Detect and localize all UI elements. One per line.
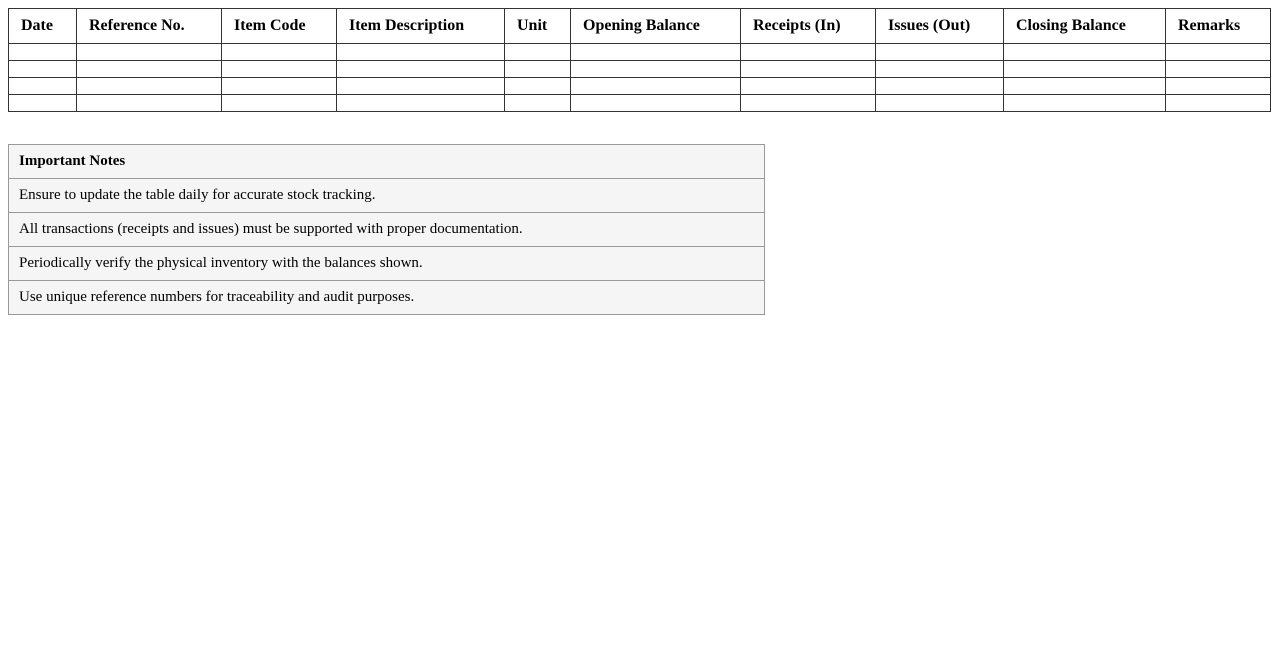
- table-cell[interactable]: [504, 60, 571, 78]
- table-cell[interactable]: [221, 77, 337, 95]
- table-cell[interactable]: [8, 77, 77, 95]
- header-remarks: Remarks: [1165, 8, 1271, 44]
- table-cell[interactable]: [570, 43, 741, 61]
- table-cell[interactable]: [221, 43, 337, 61]
- header-reference-no: Reference No.: [76, 8, 222, 44]
- table-cell[interactable]: [875, 60, 1004, 78]
- table-cell[interactable]: [336, 94, 505, 112]
- table-cell[interactable]: [740, 60, 876, 78]
- table-cell[interactable]: [875, 94, 1004, 112]
- table-cell[interactable]: [76, 43, 222, 61]
- table-row: [8, 43, 1271, 61]
- note-row: All transactions (receipts and issues) m…: [8, 212, 765, 247]
- stock-ledger-table: Date Reference No. Item Code Item Descri…: [8, 8, 1271, 112]
- table-cell[interactable]: [570, 94, 741, 112]
- table-cell[interactable]: [570, 60, 741, 78]
- note-row: Ensure to update the table daily for acc…: [8, 178, 765, 213]
- important-notes-table: Important Notes Ensure to update the tab…: [8, 144, 765, 315]
- table-cell[interactable]: [76, 77, 222, 95]
- table-row: [8, 60, 1271, 78]
- table-cell[interactable]: [1165, 77, 1271, 95]
- header-date: Date: [8, 8, 77, 44]
- table-cell[interactable]: [336, 43, 505, 61]
- table-cell[interactable]: [504, 94, 571, 112]
- table-cell[interactable]: [336, 60, 505, 78]
- header-receipts-in: Receipts (In): [740, 8, 876, 44]
- table-cell[interactable]: [504, 77, 571, 95]
- note-item: All transactions (receipts and issues) m…: [8, 212, 765, 247]
- table-cell[interactable]: [221, 94, 337, 112]
- table-cell[interactable]: [1003, 60, 1166, 78]
- header-item-description: Item Description: [336, 8, 505, 44]
- table-cell[interactable]: [504, 43, 571, 61]
- table-cell[interactable]: [76, 60, 222, 78]
- table-cell[interactable]: [740, 77, 876, 95]
- table-cell[interactable]: [1003, 77, 1166, 95]
- table-row: [8, 77, 1271, 95]
- header-unit: Unit: [504, 8, 571, 44]
- note-item: Use unique reference numbers for traceab…: [8, 280, 765, 315]
- note-row: Use unique reference numbers for traceab…: [8, 280, 765, 315]
- table-cell[interactable]: [1165, 60, 1271, 78]
- header-issues-out: Issues (Out): [875, 8, 1004, 44]
- note-item: Ensure to update the table daily for acc…: [8, 178, 765, 213]
- table-cell[interactable]: [8, 94, 77, 112]
- table-row: [8, 94, 1271, 112]
- table-cell[interactable]: [8, 60, 77, 78]
- table-cell[interactable]: [8, 43, 77, 61]
- table-cell[interactable]: [740, 43, 876, 61]
- header-item-code: Item Code: [221, 8, 337, 44]
- table-cell[interactable]: [875, 43, 1004, 61]
- table-cell[interactable]: [76, 94, 222, 112]
- table-cell[interactable]: [1165, 43, 1271, 61]
- table-cell[interactable]: [221, 60, 337, 78]
- table-cell[interactable]: [1165, 94, 1271, 112]
- table-cell[interactable]: [570, 77, 741, 95]
- note-item: Periodically verify the physical invento…: [8, 246, 765, 281]
- table-cell[interactable]: [1003, 94, 1166, 112]
- table-cell[interactable]: [336, 77, 505, 95]
- table-cell[interactable]: [1003, 43, 1166, 61]
- note-row: Periodically verify the physical invento…: [8, 246, 765, 281]
- table-cell[interactable]: [740, 94, 876, 112]
- header-row: Date Reference No. Item Code Item Descri…: [8, 8, 1271, 44]
- header-opening-balance: Opening Balance: [570, 8, 741, 44]
- header-closing-balance: Closing Balance: [1003, 8, 1166, 44]
- table-cell[interactable]: [875, 77, 1004, 95]
- notes-title-row: Important Notes: [8, 144, 765, 179]
- notes-title: Important Notes: [8, 144, 765, 179]
